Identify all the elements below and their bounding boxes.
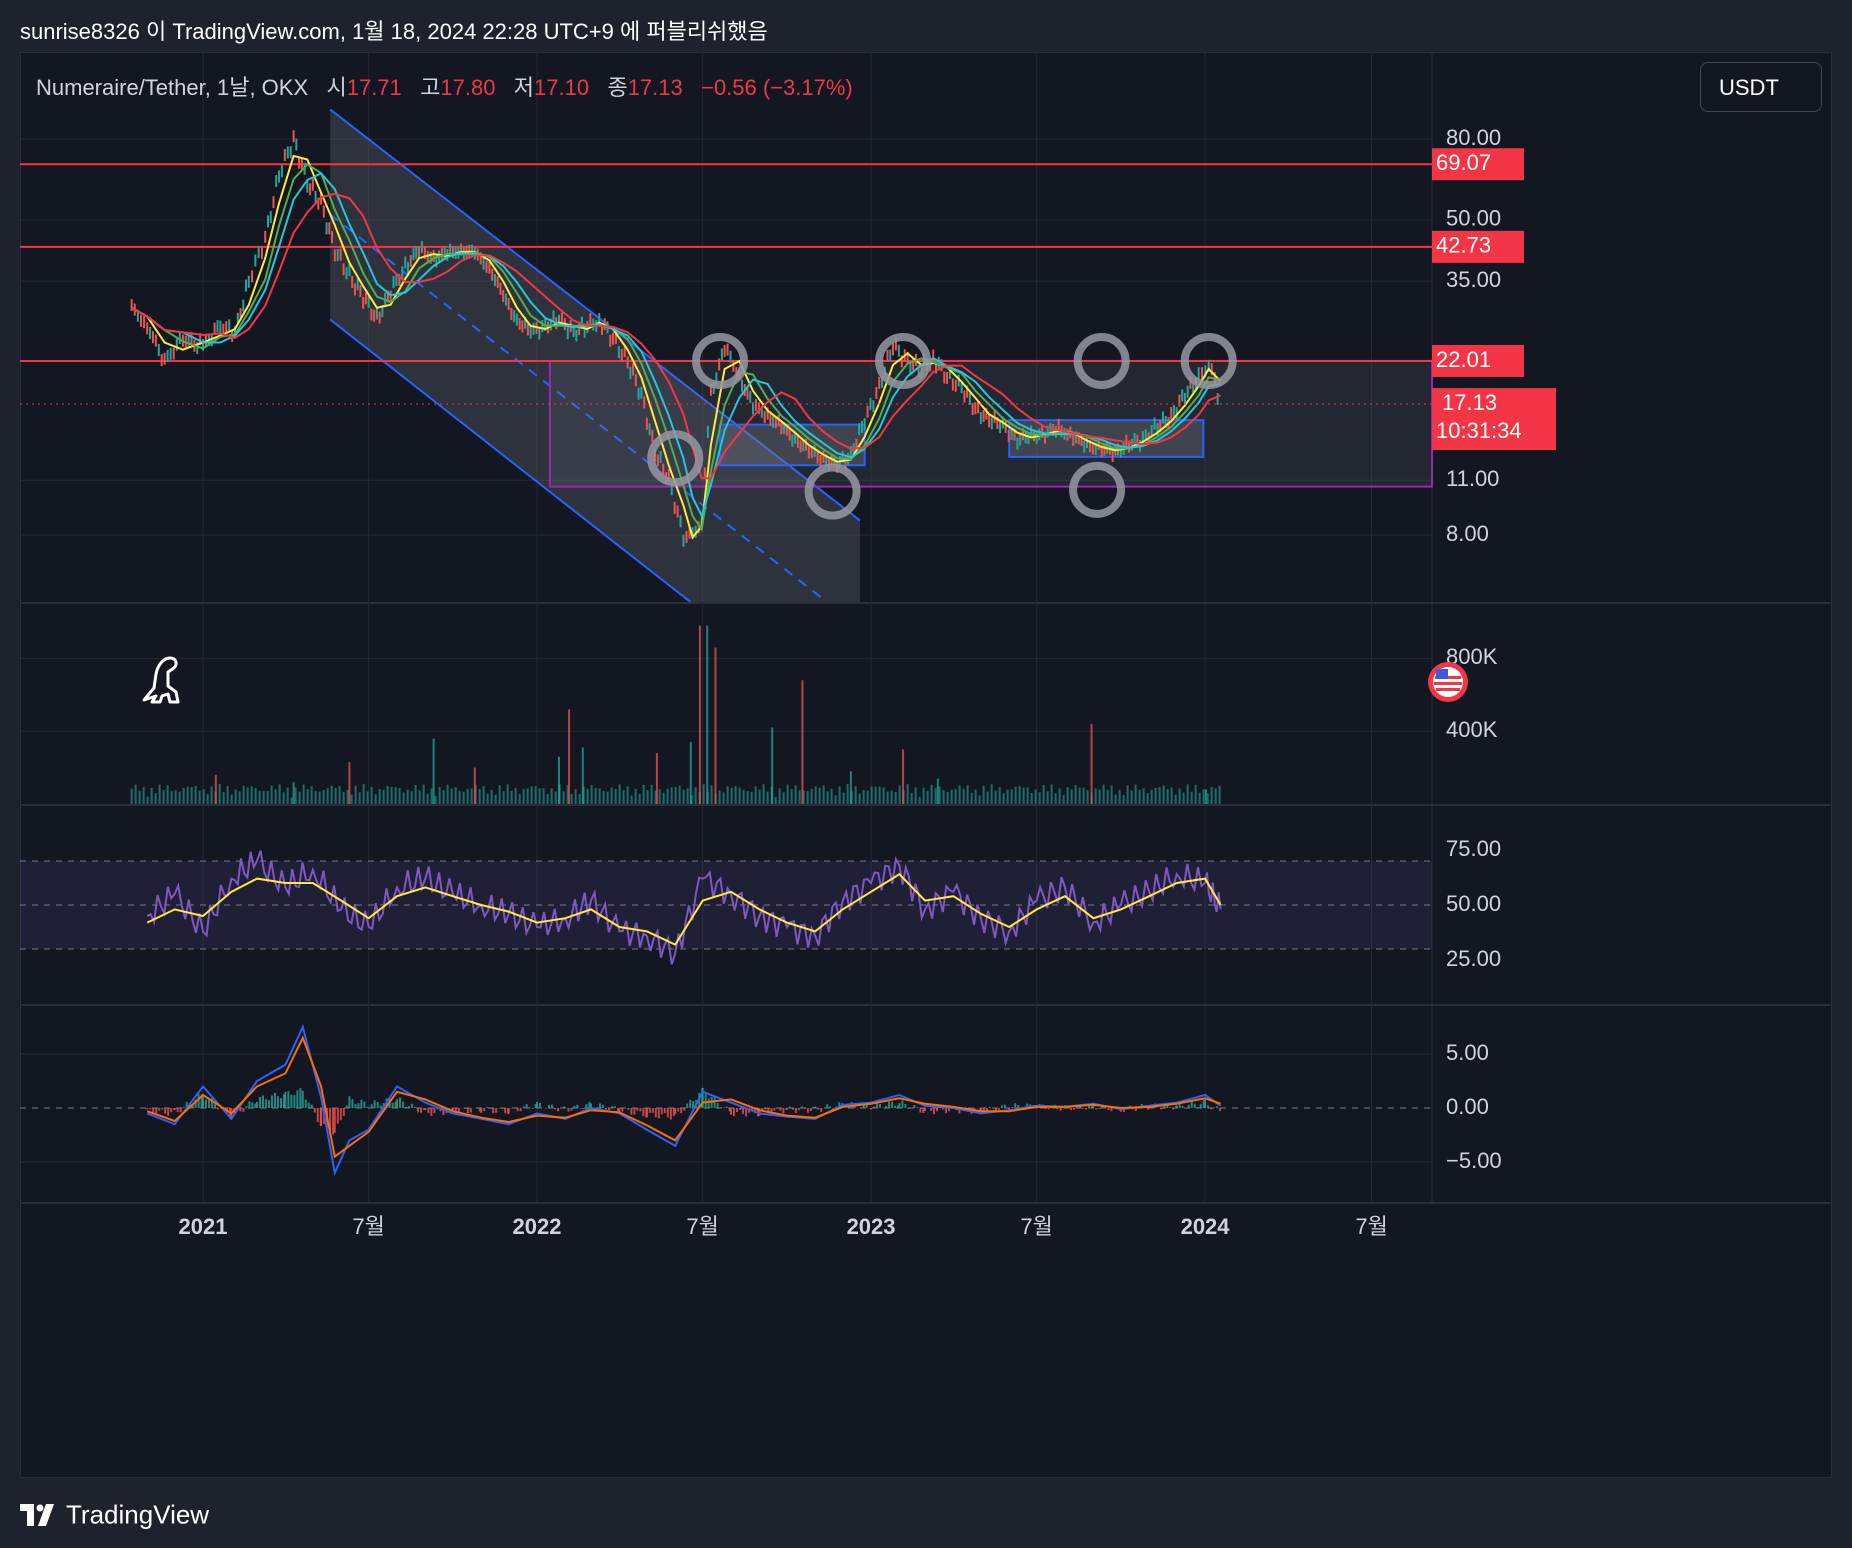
price-series[interactable] — [130, 130, 1219, 547]
macd-y-tick-label: −5.00 — [1446, 1148, 1502, 1173]
footer-brand-label: TradingView — [66, 1499, 210, 1530]
rsi-line — [146, 850, 1222, 965]
high-value: 17.80 — [440, 75, 496, 100]
high-label: 고 — [420, 75, 441, 100]
annotation-circle[interactable] — [692, 333, 749, 390]
chart-frame — [20, 52, 1832, 1478]
us-flag-icon — [1428, 662, 1468, 702]
volume-y-tick-label: 400K — [1446, 717, 1498, 742]
x-tick-label: 2021 — [179, 1214, 228, 1239]
macd-signal-line — [146, 1035, 1221, 1159]
price-panel[interactable] — [20, 108, 1433, 603]
price-y-tick-label: 50.00 — [1446, 206, 1501, 231]
price-level-label: 69.07 — [1436, 150, 1491, 175]
volume-panel[interactable] — [130, 625, 1221, 804]
x-tick-label: 7월 — [1355, 1214, 1387, 1239]
dinosaur-icon — [142, 656, 180, 704]
price-y-tick-label: 11.00 — [1446, 466, 1499, 491]
macd-y-tick-label: 0.00 — [1446, 1094, 1489, 1119]
channel-median-line[interactable] — [329, 213, 828, 603]
tradingview-logo-icon — [20, 1504, 54, 1527]
rsi-y-tick-label: 50.00 — [1446, 891, 1501, 916]
x-tick-label: 7월 — [686, 1214, 718, 1239]
low-value: 17.10 — [534, 75, 590, 100]
channel-lower-line[interactable] — [329, 318, 692, 603]
price-level-tag — [1432, 230, 1524, 263]
price-level-tag — [1432, 148, 1524, 181]
rsi-panel[interactable] — [20, 850, 1432, 965]
annotation-circle[interactable] — [875, 333, 932, 390]
macd-line — [146, 1024, 1222, 1177]
x-tick-label: 2022 — [513, 1214, 562, 1239]
open-label: 시 — [326, 75, 347, 100]
price-level-label: 22.01 — [1436, 347, 1491, 372]
current-price-tag — [1432, 388, 1556, 451]
annotation-circle[interactable] — [1069, 461, 1126, 518]
axes: 2021 7월 2022 7월 2023 7월 2024 7월 80.00 50.00 35.00 1… — [179, 125, 1556, 1239]
price-level-label: 42.73 — [1436, 233, 1491, 258]
descending-channel[interactable] — [329, 108, 861, 603]
x-tick-label: 2024 — [1181, 1214, 1231, 1239]
change-value: −0.56 (−3.17%) — [701, 75, 853, 100]
rsi-y-tick-label: 75.00 — [1446, 836, 1501, 861]
x-tick-label: 2023 — [847, 1214, 896, 1239]
currency-button[interactable]: USDT — [1700, 62, 1822, 112]
close-label: 종 — [607, 75, 628, 100]
open-value: 17.71 — [346, 75, 402, 100]
annotation-circle[interactable] — [1073, 333, 1130, 390]
price-y-tick-label: 80.00 — [1446, 125, 1501, 150]
rsi-y-tick-label: 25.00 — [1446, 946, 1501, 971]
annotation-circle[interactable] — [647, 430, 704, 487]
price-level-tag — [1432, 344, 1524, 377]
channel-upper-line[interactable] — [329, 108, 861, 522]
price-y-tick-label: 8.00 — [1446, 521, 1489, 546]
countdown-label: 10:31:34 — [1436, 418, 1522, 443]
channel-fill — [330, 109, 861, 603]
annotation-circle[interactable] — [804, 463, 861, 520]
x-tick-label: 7월 — [352, 1214, 384, 1239]
symbol-name[interactable]: Numeraire/Tether, 1날, OKX — [36, 75, 309, 100]
ma-green-line — [131, 163, 1221, 533]
rsi-ma-line — [146, 872, 1222, 946]
publisher-line: sunrise8326 이 TradingView.com, 1월 18, 20… — [20, 19, 768, 44]
ma-cyan-line — [131, 172, 1221, 519]
macd-y-tick-label: 5.00 — [1446, 1040, 1489, 1065]
icons — [142, 656, 1468, 704]
current-price-label: 17.13 — [1442, 390, 1497, 415]
macd-panel[interactable] — [20, 1024, 1432, 1177]
symbol-legend: Numeraire/Tether, 1날, OKX 시17.71 고17.80 … — [36, 70, 853, 102]
low-label: 저 — [513, 75, 535, 100]
grid-lines — [20, 52, 1832, 1204]
x-tick-label: 7월 — [1020, 1214, 1052, 1239]
annotation-circle[interactable] — [1180, 333, 1237, 390]
close-value: 17.13 — [627, 75, 683, 100]
price-y-tick-label: 35.00 — [1446, 267, 1501, 292]
footer-brand[interactable]: TradingView — [20, 1498, 209, 1531]
chart-canvas[interactable]: 2021 7월 2022 7월 2023 7월 2024 7월 80.00 50.00 35.00 1… — [20, 52, 1832, 1478]
